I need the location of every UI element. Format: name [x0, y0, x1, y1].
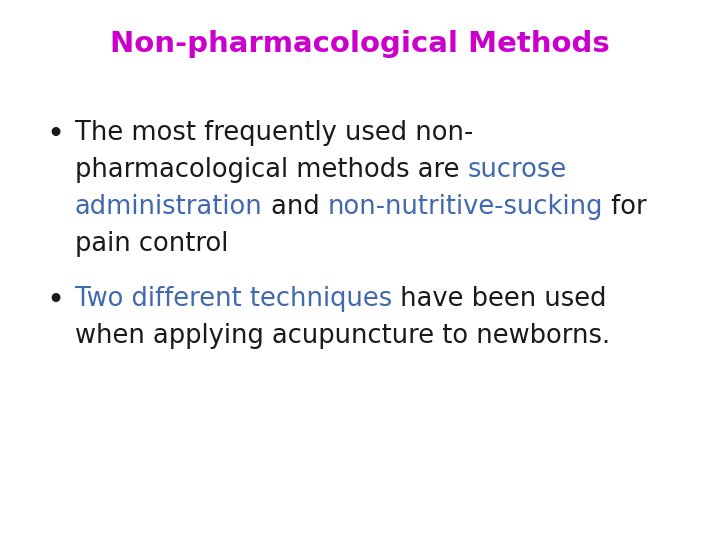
Text: when applying acupuncture to newborns.: when applying acupuncture to newborns. — [75, 323, 610, 349]
Text: •: • — [46, 286, 64, 315]
Text: administration: administration — [75, 194, 263, 220]
Text: pharmacological methods are: pharmacological methods are — [75, 157, 467, 183]
Text: non-nutritive-sucking: non-nutritive-sucking — [328, 194, 603, 220]
Text: Two different techniques: Two different techniques — [75, 286, 392, 312]
Text: pain control: pain control — [75, 231, 228, 257]
Text: for: for — [603, 194, 647, 220]
Text: sucrose: sucrose — [467, 157, 567, 183]
Text: •: • — [46, 120, 64, 149]
Text: and: and — [263, 194, 328, 220]
Text: Non-pharmacological Methods: Non-pharmacological Methods — [110, 30, 610, 58]
Text: have been used: have been used — [392, 286, 607, 312]
Text: The most frequently used non-: The most frequently used non- — [75, 120, 473, 146]
